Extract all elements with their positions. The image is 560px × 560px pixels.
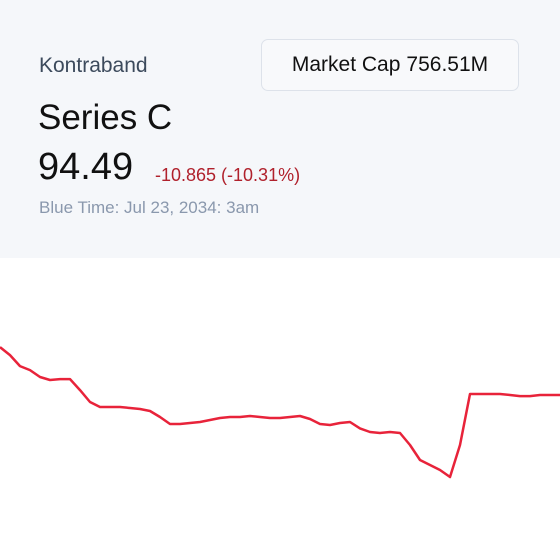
price: 94.49 bbox=[38, 146, 134, 188]
price-line bbox=[0, 346, 560, 479]
header-panel: Kontraband Series C 94.49 -10.865 (-10.3… bbox=[0, 0, 560, 258]
brand: Kontraband bbox=[39, 54, 148, 77]
market-cap-value: 756.51M bbox=[406, 53, 489, 76]
market-cap-badge: Market Cap 756.51M bbox=[261, 39, 519, 91]
market-cap-label: Market Cap bbox=[291, 53, 401, 76]
timestamp: Blue Time: Jul 23, 2034: 3am bbox=[39, 198, 260, 217]
price-change: -10.865 (-10.31%) bbox=[155, 165, 301, 185]
title: Series C bbox=[38, 98, 173, 137]
